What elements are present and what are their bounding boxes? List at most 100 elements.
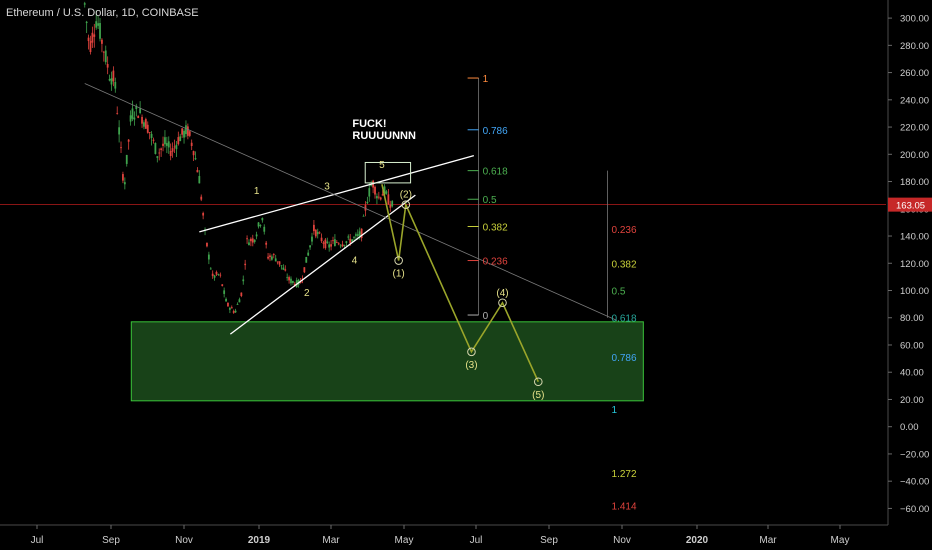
candle-body — [228, 308, 231, 310]
candle-body — [313, 224, 315, 232]
candle-body — [343, 245, 346, 246]
candle-body — [171, 148, 174, 152]
candle-body — [377, 196, 380, 198]
fib-right-level: 0.236 — [612, 225, 637, 236]
candle-body — [335, 242, 338, 243]
candle-body — [234, 310, 237, 313]
y-tick-label: −60.00 — [900, 504, 929, 515]
candle-body — [366, 201, 369, 204]
trendline-lower-wedge — [229, 194, 416, 335]
candle-body — [227, 302, 229, 307]
y-tick-label: 40.00 — [900, 368, 924, 379]
candle-body — [106, 64, 109, 68]
candle-body — [282, 267, 285, 270]
x-tick-label: May — [831, 535, 850, 546]
x-tick-label: 2019 — [248, 535, 271, 546]
projection-label: (1) — [393, 269, 405, 280]
candle-body — [158, 152, 161, 154]
x-tick-label: Sep — [102, 535, 120, 546]
candle-body — [288, 277, 290, 281]
candle-body — [276, 261, 279, 263]
candle-body — [347, 236, 350, 238]
candle-body — [368, 188, 371, 197]
wave-label-4: 4 — [352, 255, 358, 266]
candle-body — [232, 311, 235, 313]
candle-body — [221, 284, 224, 286]
y-tick-label: 80.00 — [900, 313, 924, 324]
candle-body — [127, 139, 130, 142]
candle-body — [318, 232, 321, 234]
candle-body — [162, 143, 164, 146]
candle-body — [217, 274, 220, 275]
candle-body — [286, 277, 289, 279]
y-tick-label: −20.00 — [900, 449, 929, 460]
x-tick-label: Jul — [31, 535, 44, 546]
candle-body — [255, 234, 258, 237]
candle-body — [307, 252, 310, 256]
y-tick-label: 260.00 — [900, 68, 929, 79]
fib-center-level: 0.5 — [483, 195, 497, 206]
candle-body — [339, 245, 342, 247]
candle-body — [360, 228, 363, 238]
fib-right-level: 0.5 — [612, 287, 626, 298]
candle-body — [188, 131, 191, 136]
candle-body — [284, 269, 287, 271]
candle-body — [240, 292, 243, 297]
candle-body — [215, 271, 218, 275]
candle-body — [251, 238, 254, 243]
candle-body — [93, 34, 96, 37]
candle-body — [265, 242, 268, 245]
candle-body — [223, 290, 226, 294]
candle-body — [381, 194, 384, 196]
candle-body — [95, 21, 98, 28]
candle-body — [129, 115, 132, 122]
candle-body — [144, 119, 147, 129]
candle-body — [183, 130, 185, 138]
candle-body — [362, 215, 365, 217]
candle-body — [301, 278, 304, 280]
candle-body — [261, 218, 264, 221]
candle-body — [253, 239, 256, 242]
y-tick-label: 120.00 — [900, 259, 929, 270]
candle-body — [358, 231, 361, 236]
wave-label-5: 5 — [379, 160, 385, 171]
candle-body — [102, 51, 105, 53]
candle-body — [160, 148, 163, 150]
candle-body — [376, 196, 378, 199]
candle-body — [91, 32, 94, 43]
candle-body — [387, 194, 390, 205]
candle-body — [131, 108, 134, 119]
candle-body — [192, 151, 195, 156]
candle-body — [211, 273, 214, 276]
candle-body — [267, 256, 269, 259]
candle-body — [316, 231, 319, 235]
projection-label: (3) — [465, 360, 477, 371]
candle-body — [202, 213, 205, 216]
candle-body — [104, 50, 107, 63]
fib-center-level: 0.382 — [483, 222, 508, 233]
candle-body — [353, 237, 355, 238]
candle-body — [85, 21, 88, 24]
candle-body — [165, 143, 168, 146]
candle-body — [200, 196, 203, 200]
candle-body — [236, 304, 239, 305]
projection-point — [401, 200, 411, 209]
candle-body — [324, 239, 327, 249]
candle-body — [164, 137, 166, 145]
projection-point — [467, 347, 476, 357]
candle-body — [123, 182, 126, 185]
y-tick-label: −40.00 — [900, 477, 929, 488]
fib-right-level: 0.786 — [612, 353, 637, 364]
candle-body — [89, 41, 92, 53]
candle-body — [150, 133, 153, 138]
fib-right-level: 0.618 — [612, 314, 637, 325]
candle-body — [389, 204, 392, 208]
candle-body — [143, 122, 145, 127]
trendline-upper-wedge — [199, 155, 475, 233]
y-tick-label: 60.00 — [900, 340, 924, 351]
candle-body — [173, 146, 176, 148]
candle-body — [274, 258, 277, 262]
x-tick-label: May — [395, 535, 414, 546]
fib-center-level: 1 — [483, 74, 489, 85]
